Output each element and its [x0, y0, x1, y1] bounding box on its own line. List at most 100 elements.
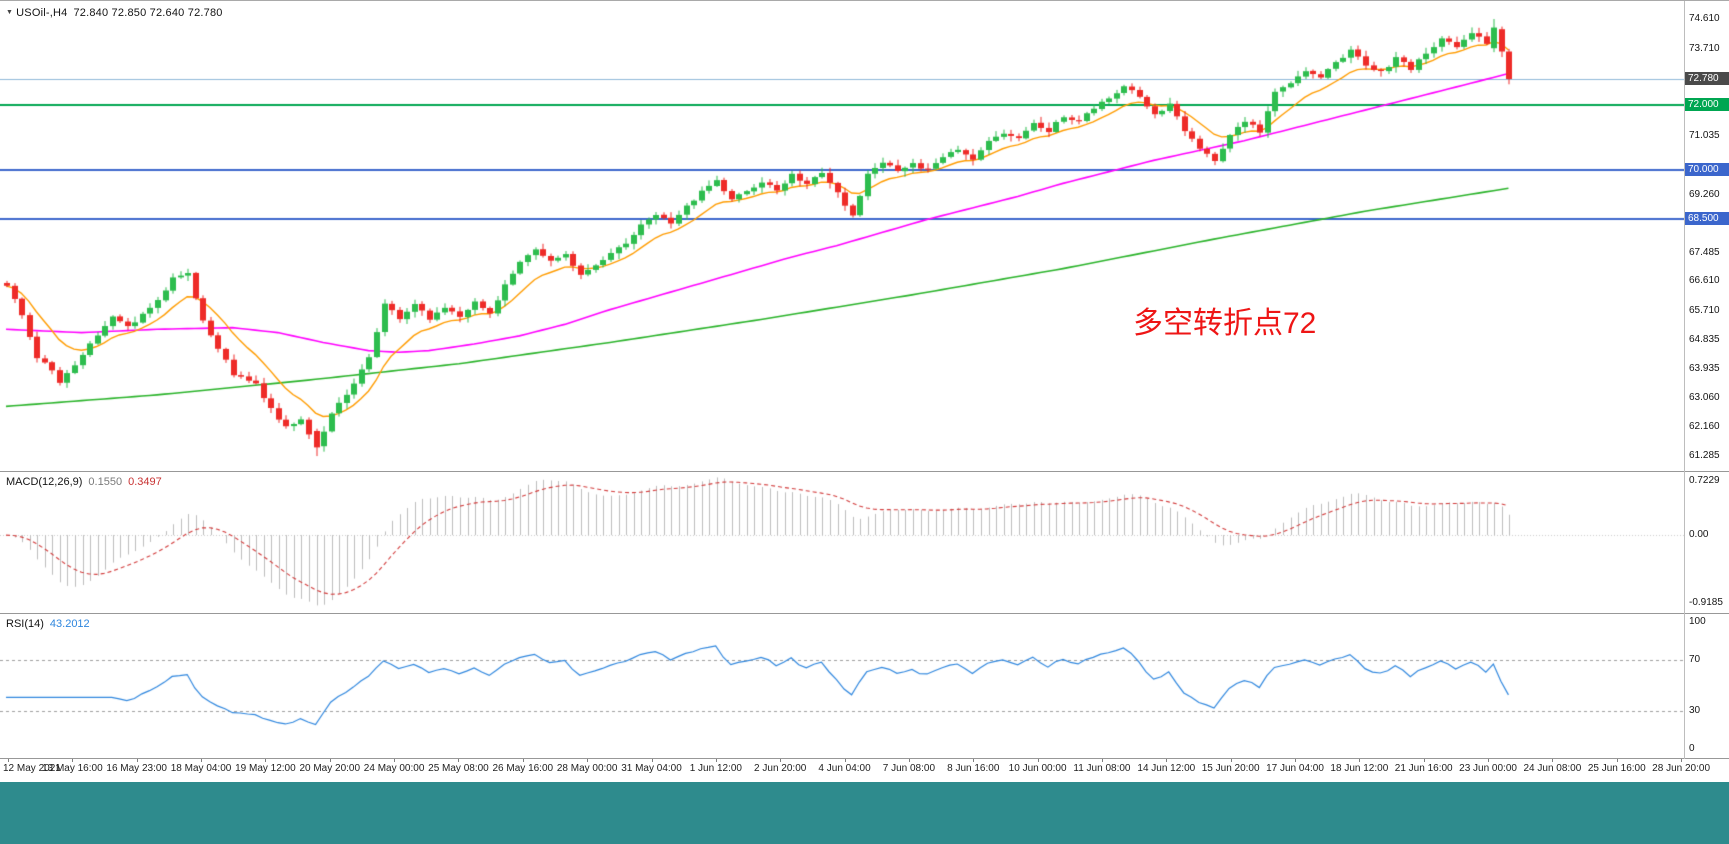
time-axis-tick: [1359, 759, 1360, 762]
time-axis-tick: [330, 759, 331, 762]
time-axis-tick: [72, 759, 73, 762]
time-axis-label: 18 May 04:00: [170, 763, 232, 774]
time-axis-tick: [1231, 759, 1232, 762]
rsi-name: RSI(14): [6, 618, 44, 630]
price-axis-label: 61.285: [1689, 450, 1720, 462]
time-axis-label: 16 May 23:00: [106, 763, 167, 774]
panel-separator: [0, 758, 1729, 759]
time-axis-label: 8 Jun 16:00: [947, 763, 1000, 774]
time-axis-tick: [909, 759, 910, 762]
macd-axis-label: -0.9185: [1689, 597, 1723, 609]
time-axis-label: 12 May 2021: [3, 763, 61, 774]
time-axis-tick: [8, 759, 9, 762]
rsi-axis-label: 30: [1689, 704, 1701, 716]
time-axis-label: 20 May 20:00: [299, 763, 361, 774]
time-axis-tick: [652, 759, 653, 762]
time-axis-tick: [1552, 759, 1553, 762]
price-axis-label: 63.935: [1689, 363, 1720, 375]
time-axis-label: 10 Jun 00:00: [1008, 763, 1067, 774]
chart-annotation-text[interactable]: 多空转折点72: [1133, 307, 1317, 340]
price-axis-label: 66.610: [1689, 275, 1720, 287]
macd-name: MACD(12,26,9): [6, 476, 83, 488]
time-axis-label: 18 Jun 12:00: [1330, 763, 1389, 774]
macd-main-value: 0.1550: [88, 476, 123, 488]
footer-bar: [0, 782, 1729, 844]
time-axis-label: 11 Jun 08:00: [1073, 763, 1131, 774]
price-axis-label: 65.710: [1689, 304, 1720, 316]
time-axis-label: 7 Jun 08:00: [882, 763, 936, 774]
panel-separator[interactable]: [0, 613, 1729, 614]
time-axis[interactable]: 12 May 2021 13 May 16:00 16 May 23:00 18 Ma…: [0, 759, 1729, 782]
price-level-badge: 70.000: [1685, 163, 1729, 177]
time-axis-label: 26 May 16:00: [492, 763, 554, 774]
time-axis-label: 31 May 04:00: [621, 763, 682, 774]
time-axis-label: 24 Jun 08:00: [1523, 763, 1582, 774]
time-axis-label: 28 Jun 20:00: [1652, 763, 1711, 774]
time-axis-tick: [1424, 759, 1425, 762]
rsi-axis-label: 100: [1689, 615, 1706, 627]
time-axis-tick: [1681, 759, 1682, 762]
price-axis-label: 62.160: [1689, 421, 1720, 433]
macd-indicator-label: MACD(12,26,9) 0.1550 0.3497: [6, 476, 162, 488]
price-axis-label: 69.260: [1689, 188, 1720, 200]
time-axis-tick: [845, 759, 846, 762]
time-axis-label: 14 Jun 12:00: [1137, 763, 1196, 774]
time-axis-tick: [137, 759, 138, 762]
time-axis-tick: [716, 759, 717, 762]
price-chart-canvas[interactable]: [0, 1, 1684, 471]
time-axis-tick: [1617, 759, 1618, 762]
symbol-title: USOil-,H4: [16, 7, 68, 19]
time-axis-tick: [1102, 759, 1103, 762]
price-axis-label: 64.835: [1689, 333, 1720, 345]
macd-axis-label: 0.00: [1689, 529, 1709, 541]
rsi-axis-label: 70: [1689, 653, 1701, 665]
time-axis-tick: [201, 759, 202, 762]
price-axis-label: 67.485: [1689, 246, 1720, 258]
price-axis-label: 71.035: [1689, 130, 1720, 142]
time-axis-tick: [1038, 759, 1039, 762]
time-axis-label: 19 May 12:00: [235, 763, 296, 774]
macd-axis-label: 0.7229: [1689, 475, 1720, 487]
price-level-badge: 68.500: [1685, 212, 1729, 226]
rsi-panel-canvas[interactable]: [0, 614, 1684, 758]
time-axis-label: 28 May 00:00: [556, 763, 618, 774]
time-axis-tick: [523, 759, 524, 762]
time-axis-label: 4 Jun 04:00: [818, 763, 871, 774]
time-axis-tick: [394, 759, 395, 762]
time-axis-tick: [1295, 759, 1296, 762]
price-level-badge: 72.780: [1685, 72, 1729, 86]
time-axis-label: 13 May 16:00: [42, 763, 103, 774]
time-axis-tick: [265, 759, 266, 762]
rsi-axis-label: 0: [1689, 743, 1695, 755]
time-axis-tick: [973, 759, 974, 762]
symbol-dropdown-icon: ▼: [6, 9, 14, 16]
time-axis-label: 24 May 00:00: [363, 763, 425, 774]
price-axis-label: 74.610: [1689, 13, 1720, 25]
time-axis-label: 1 Jun 12:00: [689, 763, 742, 774]
time-axis-label: 25 May 08:00: [428, 763, 489, 774]
time-axis-tick: [587, 759, 588, 762]
macd-panel-canvas[interactable]: [0, 472, 1684, 613]
time-axis-label: 25 Jun 16:00: [1587, 763, 1646, 774]
price-level-badge: 72.000: [1685, 97, 1729, 111]
time-axis-label: 2 Jun 20:00: [754, 763, 807, 774]
price-axis-separator: [1684, 1, 1685, 759]
symbol-ohlc-label: ▼ USOil-,H4 72.840 72.850 72.640 72.780: [6, 7, 223, 19]
time-axis-label: 23 Jun 00:00: [1459, 763, 1517, 774]
time-axis-label: 15 Jun 20:00: [1201, 763, 1260, 774]
time-axis-label: 21 Jun 16:00: [1394, 763, 1453, 774]
price-axis-label: 73.710: [1689, 42, 1720, 54]
panel-separator[interactable]: [0, 471, 1729, 472]
ohlc-values: 72.840 72.850 72.640 72.780: [73, 7, 223, 19]
price-axis[interactable]: 74.610 73.710 71.035 69.260 67.485 66.610 65.7…: [1684, 1, 1729, 759]
rsi-indicator-label: RSI(14) 43.2012: [6, 618, 90, 630]
time-axis-tick: [1488, 759, 1489, 762]
price-axis-label: 63.060: [1689, 391, 1720, 403]
time-axis-label: 17 Jun 04:00: [1266, 763, 1324, 774]
time-axis-tick: [458, 759, 459, 762]
macd-signal-value: 0.3497: [128, 476, 162, 488]
rsi-value: 43.2012: [49, 618, 90, 630]
time-axis-tick: [780, 759, 781, 762]
time-axis-tick: [1166, 759, 1167, 762]
